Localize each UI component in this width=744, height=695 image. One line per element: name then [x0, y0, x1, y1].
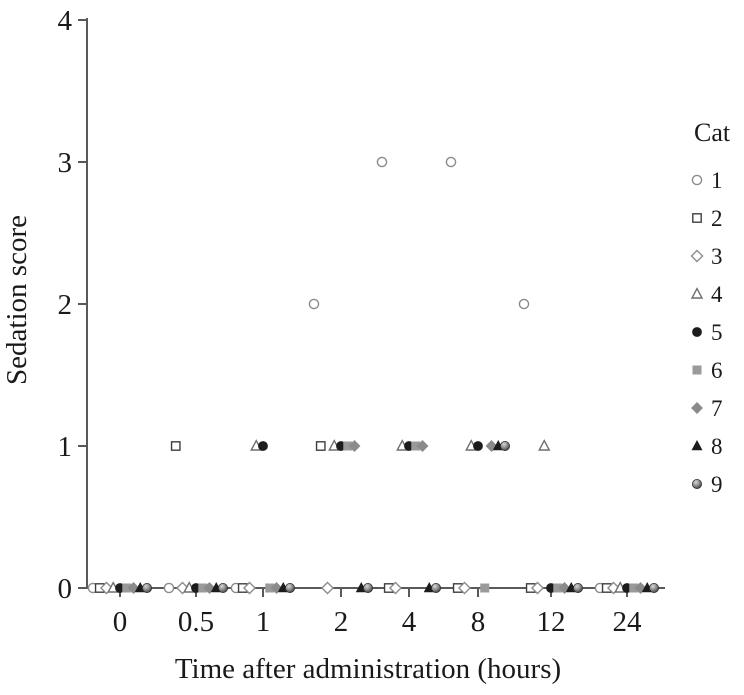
legend: 1 2 3 4 5 6 7 8 9 [690, 168, 723, 497]
data-points-group [87, 156, 660, 595]
x-tick-label: 24 [613, 606, 643, 638]
legend-item: 7 [691, 396, 723, 421]
data-point-cat-4 [538, 439, 551, 451]
legend-item: 8 [691, 434, 723, 459]
legend-item-label: 2 [711, 206, 723, 231]
diamond-legend-icon [690, 249, 704, 263]
data-point-cat-1 [308, 298, 320, 310]
y-axis-title: Sedation score [1, 215, 33, 385]
x-tick-label: 4 [402, 606, 417, 638]
data-point-cat-9 [217, 583, 228, 594]
data-point-cat-9 [573, 583, 584, 594]
data-point-cat-7 [348, 440, 361, 452]
legend-item: 4 [690, 282, 723, 307]
x-tick-group: 0 0.5 1 2 4 8 12 24 [113, 588, 642, 638]
x-tick-label: 0 [113, 606, 128, 638]
y-tick-group: 0 1 2 3 4 [58, 5, 87, 605]
legend-item: 9 [692, 472, 723, 497]
data-point-cat-9 [284, 583, 295, 594]
legend-item-label: 3 [711, 244, 723, 269]
data-point-cat-6 [480, 583, 490, 593]
triangle-legend-icon [690, 287, 704, 299]
data-point-cat-9 [141, 583, 152, 594]
y-tick-label: 0 [58, 573, 73, 605]
y-tick-label: 1 [58, 431, 73, 463]
data-point-cat-2 [315, 441, 326, 451]
data-point-cat-1 [445, 156, 457, 168]
x-tick-label: 2 [334, 606, 349, 638]
square-legend-icon [692, 365, 702, 375]
y-tick-label: 4 [58, 5, 73, 37]
data-point-cat-3 [242, 581, 257, 595]
x-tick-label: 0.5 [178, 606, 214, 638]
y-tick-label: 2 [58, 289, 73, 321]
circle-legend-icon [691, 174, 703, 186]
x-tick-label: 1 [256, 606, 271, 638]
legend-item: 5 [692, 320, 723, 345]
data-point-cat-3 [388, 581, 403, 595]
legend-title: Cat [694, 118, 731, 147]
legend-item: 3 [690, 244, 723, 269]
data-point-cat-1 [518, 298, 530, 310]
data-point-cat-9 [362, 583, 373, 594]
legend-item: 1 [691, 168, 723, 193]
square-legend-icon [692, 213, 702, 223]
data-point-cat-7 [416, 440, 429, 452]
data-point-cat-2 [170, 441, 181, 451]
data-point-cat-9 [499, 440, 510, 451]
legend-item-label: 9 [711, 472, 723, 497]
data-point-cat-5 [473, 441, 483, 451]
data-point-cat-3 [457, 581, 472, 595]
triangle-legend-icon [691, 439, 703, 451]
data-point-cat-1 [376, 156, 388, 168]
y-tick-label: 3 [58, 147, 73, 179]
legend-item-label: 6 [711, 358, 723, 383]
x-tick-label: 12 [537, 606, 566, 638]
diamond-legend-icon [691, 402, 703, 414]
ball-legend-icon [692, 478, 703, 489]
data-point-cat-9 [649, 583, 660, 594]
data-point-cat-3 [320, 581, 335, 595]
legend-item-label: 5 [711, 320, 723, 345]
legend-item: 2 [692, 206, 723, 231]
data-point-cat-3 [530, 581, 545, 595]
legend-item-label: 8 [711, 434, 723, 459]
data-point-cat-1 [163, 582, 175, 594]
x-tick-label: 8 [471, 606, 486, 638]
legend-item: 6 [692, 358, 723, 383]
legend-item-label: 1 [711, 168, 723, 193]
data-point-cat-5 [258, 441, 268, 451]
x-axis-title: Time after administration (hours) [175, 653, 561, 685]
data-point-cat-9 [430, 583, 441, 594]
legend-item-label: 4 [711, 282, 723, 307]
legend-item-label: 7 [711, 396, 723, 421]
circle-legend-icon [692, 327, 702, 337]
